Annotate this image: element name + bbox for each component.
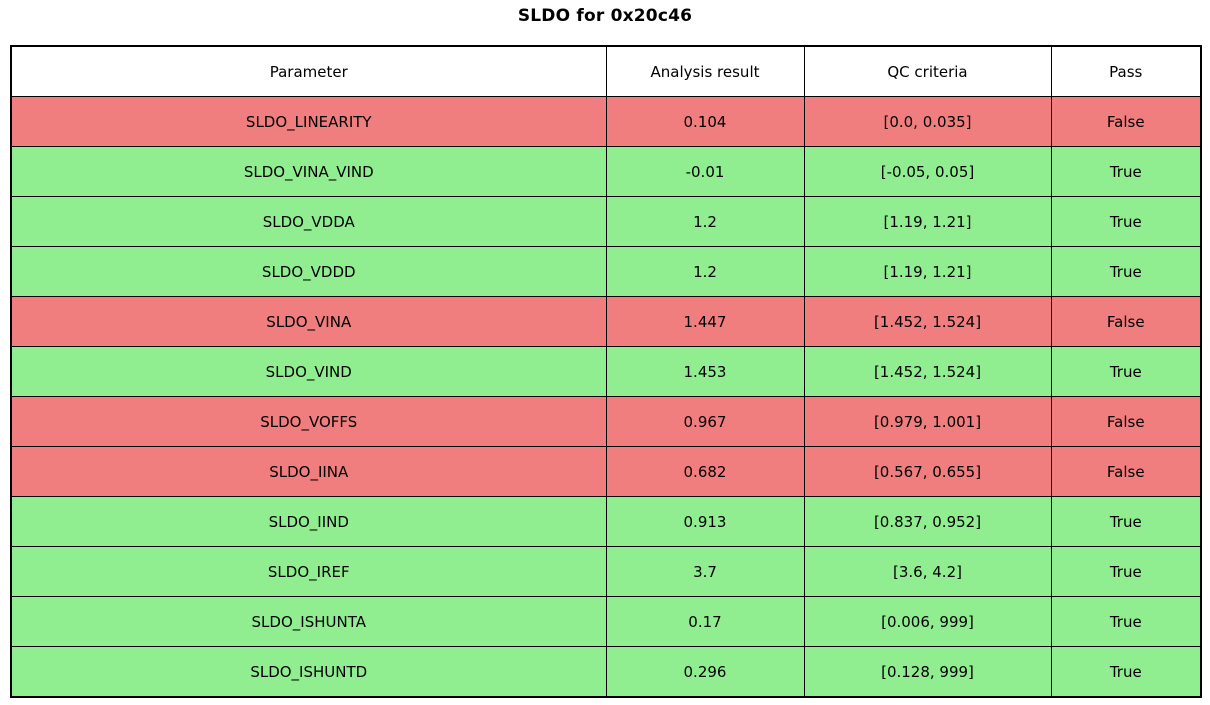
pass-cell: True	[1050, 646, 1202, 698]
table-row: SLDO_IREF 3.7 [3.6, 4.2] True	[10, 546, 1202, 597]
header-parameter: Parameter	[10, 45, 607, 97]
analysis-result-cell: -0.01	[605, 146, 805, 197]
parameter-cell: SLDO_IREF	[10, 546, 607, 597]
header-analysis-result: Analysis result	[605, 45, 805, 97]
table-row: SLDO_ISHUNTA 0.17 [0.006, 999] True	[10, 596, 1202, 647]
qc-criteria-cell: [0.979, 1.001]	[803, 396, 1052, 447]
table-row: SLDO_VOFFS 0.967 [0.979, 1.001] False	[10, 396, 1202, 447]
pass-cell: False	[1050, 396, 1202, 447]
qc-criteria-cell: [1.19, 1.21]	[803, 246, 1052, 297]
qc-criteria-cell: [0.128, 999]	[803, 646, 1052, 698]
pass-cell: False	[1050, 446, 1202, 497]
table-row: SLDO_IINA 0.682 [0.567, 0.655] False	[10, 446, 1202, 497]
qc-criteria-cell: [3.6, 4.2]	[803, 546, 1052, 597]
table-row: SLDO_ISHUNTD 0.296 [0.128, 999] True	[10, 646, 1202, 698]
figure-title: SLDO for 0x20c46	[517, 6, 693, 26]
header-qc-criteria: QC criteria	[803, 45, 1052, 97]
parameter-cell: SLDO_ISHUNTA	[10, 596, 607, 647]
parameter-cell: SLDO_ISHUNTD	[10, 646, 607, 698]
table-row: SLDO_VINA_VIND -0.01 [-0.05, 0.05] True	[10, 146, 1202, 197]
qc-criteria-cell: [1.452, 1.524]	[803, 296, 1052, 347]
parameter-cell: SLDO_VIND	[10, 346, 607, 397]
table-header: Parameter Analysis result QC criteria Pa…	[10, 45, 1202, 97]
pass-cell: True	[1050, 496, 1202, 547]
header-row: Parameter Analysis result QC criteria Pa…	[10, 45, 1202, 97]
qc-criteria-cell: [1.452, 1.524]	[803, 346, 1052, 397]
qc-criteria-cell: [-0.05, 0.05]	[803, 146, 1052, 197]
analysis-result-cell: 0.682	[605, 446, 805, 497]
parameter-cell: SLDO_VDDD	[10, 246, 607, 297]
qc-criteria-cell: [0.006, 999]	[803, 596, 1052, 647]
pass-cell: False	[1050, 96, 1202, 147]
analysis-result-cell: 1.2	[605, 246, 805, 297]
header-pass: Pass	[1050, 45, 1202, 97]
pass-cell: True	[1050, 146, 1202, 197]
analysis-result-cell: 0.967	[605, 396, 805, 447]
analysis-result-cell: 0.17	[605, 596, 805, 647]
table-row: SLDO_VDDD 1.2 [1.19, 1.21] True	[10, 246, 1202, 297]
parameter-cell: SLDO_VDDA	[10, 196, 607, 247]
qc-criteria-cell: [0.0, 0.035]	[803, 96, 1052, 147]
qc-results-table: Parameter Analysis result QC criteria Pa…	[10, 45, 1202, 698]
analysis-result-cell: 0.104	[605, 96, 805, 147]
table-row: SLDO_VINA 1.447 [1.452, 1.524] False	[10, 296, 1202, 347]
table-body: SLDO_LINEARITY 0.104 [0.0, 0.035] False …	[10, 96, 1202, 698]
qc-criteria-cell: [0.567, 0.655]	[803, 446, 1052, 497]
table-row: SLDO_IIND 0.913 [0.837, 0.952] True	[10, 496, 1202, 547]
pass-cell: True	[1050, 346, 1202, 397]
parameter-cell: SLDO_IINA	[10, 446, 607, 497]
pass-cell: True	[1050, 196, 1202, 247]
parameter-cell: SLDO_VINA_VIND	[10, 146, 607, 197]
pass-cell: True	[1050, 546, 1202, 597]
table-row: SLDO_VDDA 1.2 [1.19, 1.21] True	[10, 196, 1202, 247]
pass-cell: True	[1050, 246, 1202, 297]
parameter-cell: SLDO_IIND	[10, 496, 607, 547]
qc-criteria-cell: [0.837, 0.952]	[803, 496, 1052, 547]
table-row: SLDO_VIND 1.453 [1.452, 1.524] True	[10, 346, 1202, 397]
pass-cell: False	[1050, 296, 1202, 347]
analysis-result-cell: 1.453	[605, 346, 805, 397]
parameter-cell: SLDO_VOFFS	[10, 396, 607, 447]
analysis-result-cell: 1.2	[605, 196, 805, 247]
qc-criteria-cell: [1.19, 1.21]	[803, 196, 1052, 247]
table-row: SLDO_LINEARITY 0.104 [0.0, 0.035] False	[10, 96, 1202, 147]
analysis-result-cell: 1.447	[605, 296, 805, 347]
parameter-cell: SLDO_VINA	[10, 296, 607, 347]
analysis-result-cell: 0.296	[605, 646, 805, 698]
analysis-result-cell: 3.7	[605, 546, 805, 597]
pass-cell: True	[1050, 596, 1202, 647]
parameter-cell: SLDO_LINEARITY	[10, 96, 607, 147]
analysis-result-cell: 0.913	[605, 496, 805, 547]
